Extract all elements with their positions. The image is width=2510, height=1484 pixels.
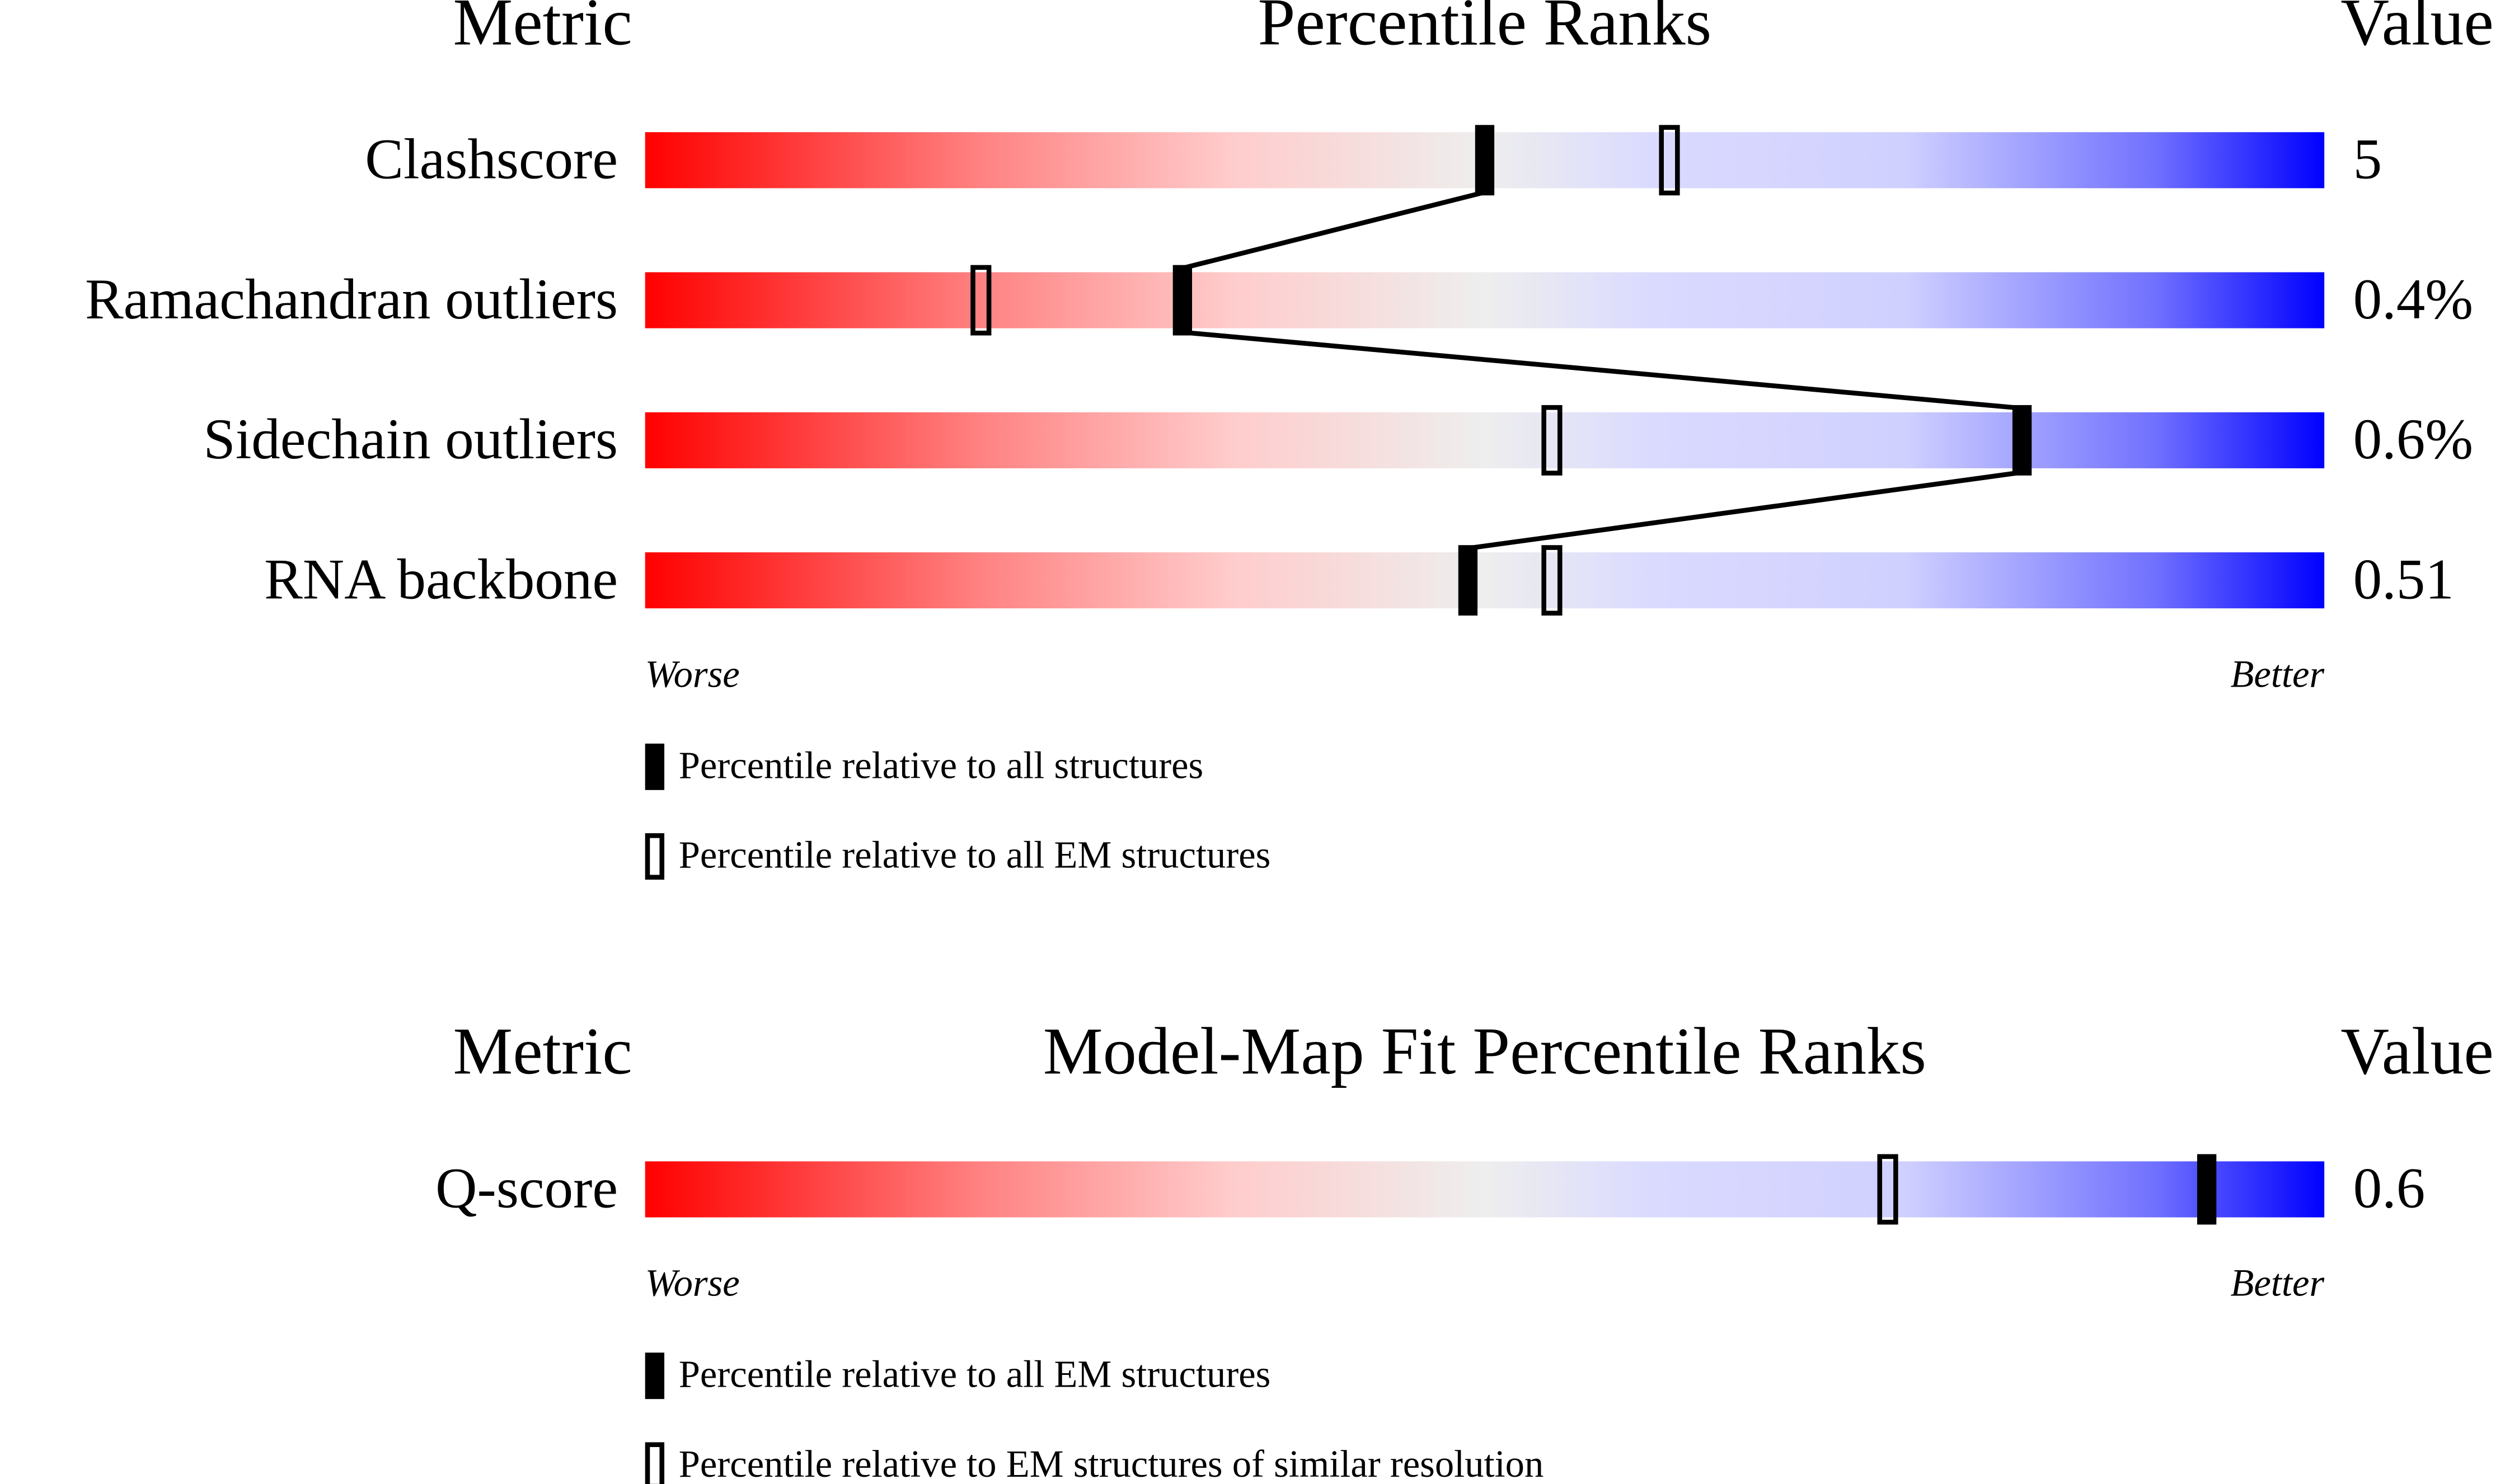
marker-filled [2197,1154,2217,1225]
better-label: Better [2231,1262,2325,1304]
legend-label: Percentile relative to all EM structures [679,834,1271,876]
slider-bar [645,552,2325,609]
legend-swatch [645,1442,665,1484]
worse-label: Worse [645,1262,740,1304]
connector [1467,469,2023,551]
marker-filled [1172,265,1193,336]
chart-title: Model-Map Fit Percentile Ranks [1043,1013,1926,1088]
metric-value: 0.6% [2353,407,2474,471]
legend-swatch [645,833,665,880]
connector [1182,330,2023,411]
marker-outline [1659,125,1680,196]
slider-bar [645,272,2325,328]
metric-value: 5 [2353,127,2382,191]
marker-outline [1877,1154,1898,1225]
legend-label: Percentile relative to EM structures of … [679,1443,1544,1484]
marker-outline [970,265,992,336]
metric-label: Q-score [435,1157,618,1220]
header-value: Value [2340,1013,2494,1088]
header-value: Value [2340,0,2494,59]
metric-label: RNA backbone [264,547,618,611]
header-metric: Metric [453,1013,632,1088]
marker-outline [1541,405,1563,476]
header-metric: Metric [453,0,632,59]
legend-swatch [645,1352,665,1400]
slider-bar [645,1161,2325,1218]
metric-value: 0.6 [2353,1157,2425,1220]
metric-label: Ramachandran outliers [85,267,618,331]
connector [1181,190,1486,271]
metric-label: Clashscore [365,127,618,191]
marker-outline [1541,545,1563,616]
legend-swatch [645,743,665,790]
metric-value: 0.4% [2353,267,2474,331]
marker-filled [2012,405,2032,476]
legend-label: Percentile relative to all structures [679,744,1204,786]
better-label: Better [2231,652,2325,695]
marker-filled [1475,125,1495,196]
marker-filled [1458,545,1478,616]
metric-label: Sidechain outliers [203,407,618,471]
worse-label: Worse [645,652,740,695]
legend-label: Percentile relative to all EM structures [679,1353,1271,1396]
metric-value: 0.51 [2353,547,2454,611]
chart-title: Percentile Ranks [1258,0,1712,59]
slider-bar [645,412,2325,468]
